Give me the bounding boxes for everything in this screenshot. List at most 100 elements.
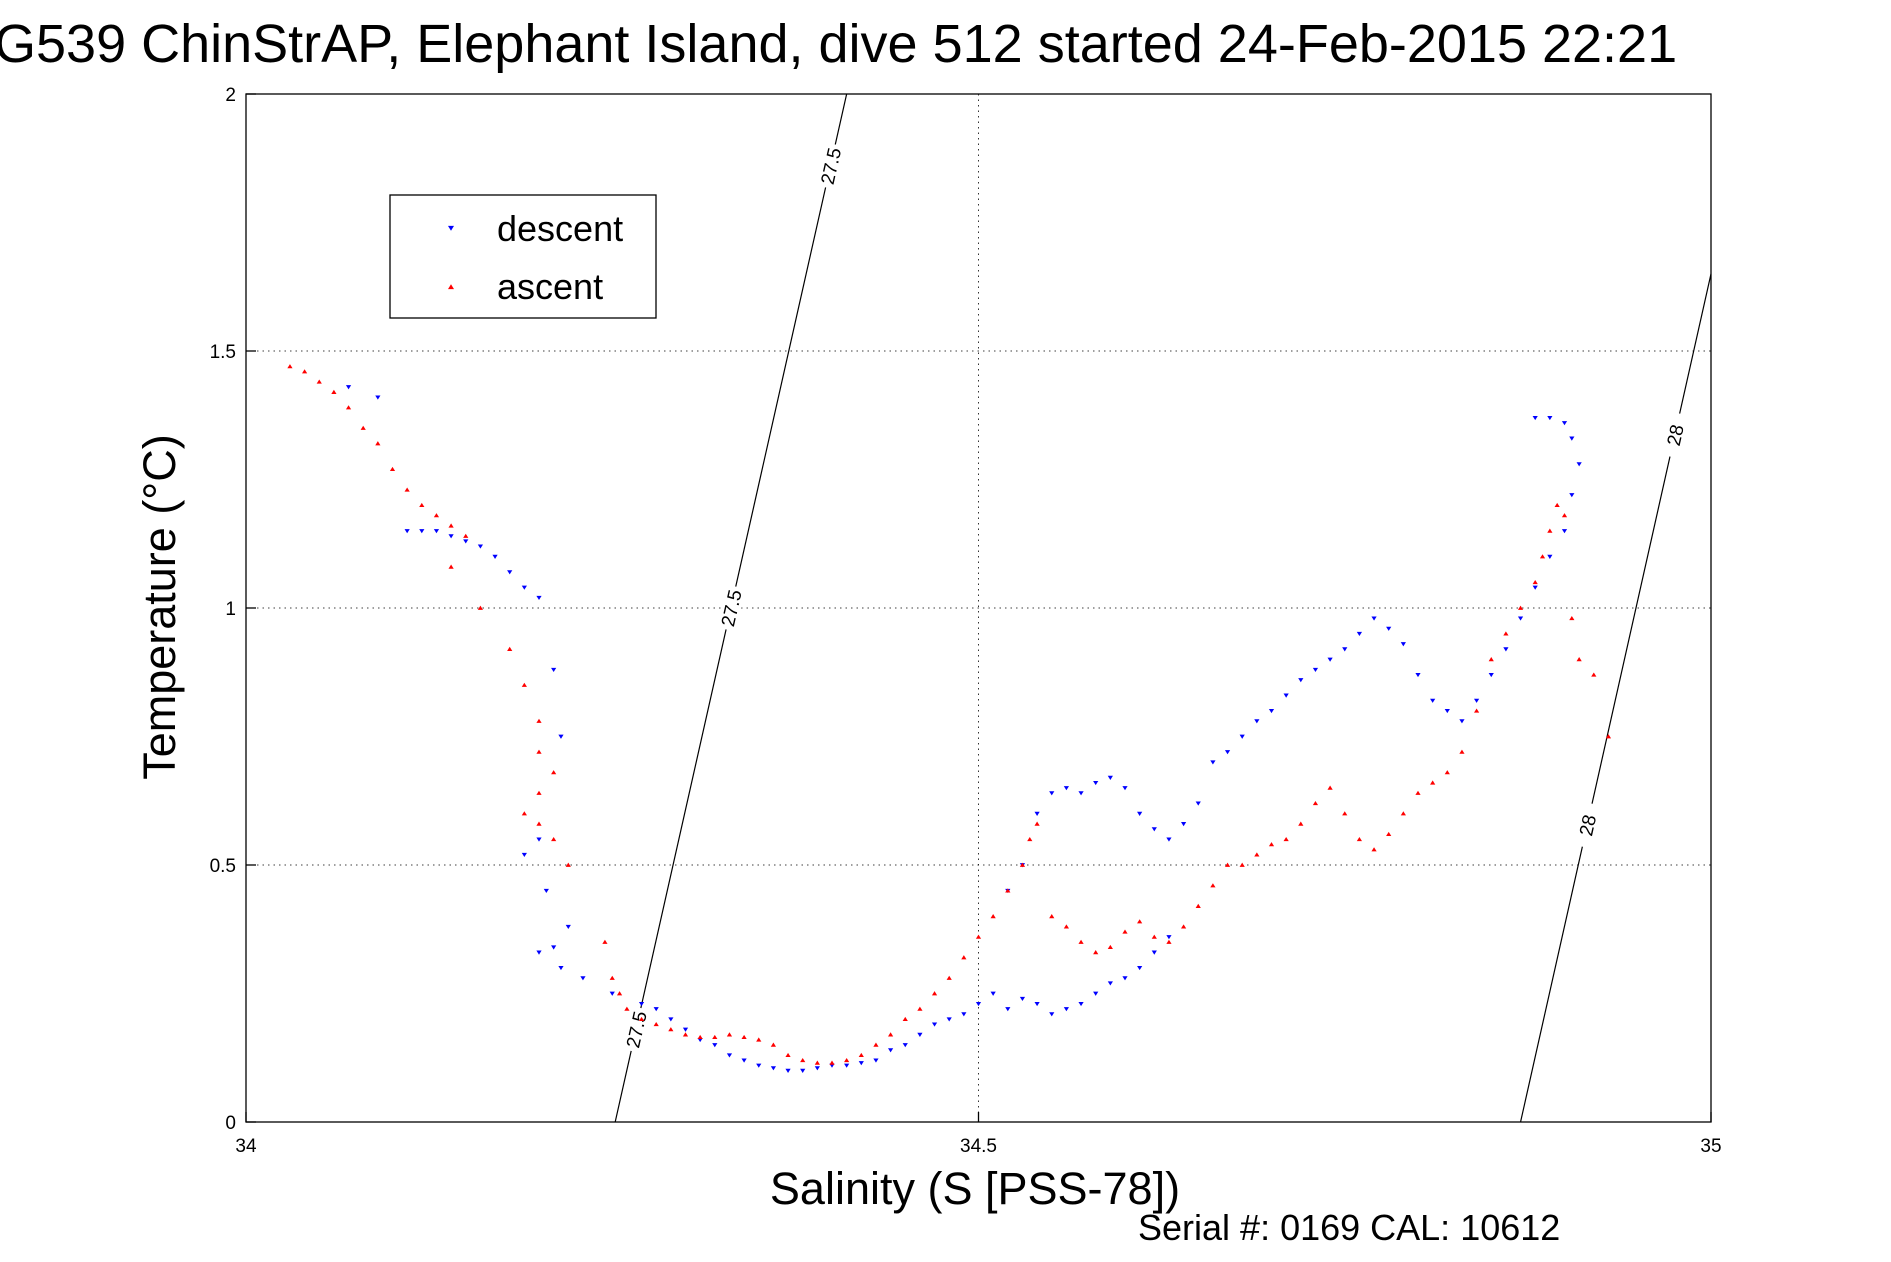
data-point-ascent bbox=[1561, 513, 1568, 518]
data-point-descent bbox=[770, 1066, 776, 1071]
data-point-ascent bbox=[602, 939, 608, 944]
contour-label-28: 28 bbox=[1576, 813, 1601, 838]
data-point-descent bbox=[521, 852, 527, 858]
legend-label-ascent: ascent bbox=[497, 266, 603, 307]
data-point-descent bbox=[814, 1066, 820, 1071]
data-point-descent bbox=[1415, 673, 1421, 678]
data-point-descent bbox=[902, 1043, 908, 1048]
data-point-ascent bbox=[477, 605, 483, 610]
data-point-ascent bbox=[1356, 836, 1362, 842]
data-point-ascent bbox=[1444, 770, 1450, 775]
data-point-descent bbox=[873, 1058, 879, 1063]
data-point-descent bbox=[1166, 837, 1172, 842]
data-point-ascent bbox=[726, 1032, 733, 1037]
data-point-ascent bbox=[1298, 821, 1304, 826]
data-point-descent bbox=[1517, 616, 1524, 621]
series-ascent bbox=[287, 364, 1612, 1065]
data-point-descent bbox=[1093, 780, 1099, 786]
data-point-descent bbox=[726, 1053, 733, 1058]
data-point-descent bbox=[1400, 642, 1406, 647]
data-point-ascent bbox=[536, 821, 542, 826]
data-point-ascent bbox=[1430, 780, 1436, 785]
data-point-ascent bbox=[521, 811, 527, 816]
data-point-descent bbox=[1107, 775, 1113, 780]
contour-label-bg bbox=[1572, 801, 1602, 849]
data-point-descent bbox=[543, 888, 549, 894]
data-point-ascent bbox=[829, 1060, 835, 1065]
data-point-ascent bbox=[1517, 605, 1524, 610]
data-point-ascent bbox=[1474, 708, 1480, 713]
data-point-descent bbox=[1569, 436, 1575, 441]
data-point-ascent bbox=[888, 1032, 894, 1037]
y-axis-label: Temperature (°C) bbox=[134, 434, 185, 780]
data-point-ascent bbox=[551, 836, 557, 842]
data-point-ascent bbox=[609, 975, 615, 980]
data-point-ascent bbox=[302, 369, 308, 374]
data-point-ascent bbox=[404, 487, 410, 492]
data-point-ascent bbox=[507, 646, 513, 651]
data-point-descent bbox=[1356, 631, 1362, 637]
data-point-ascent bbox=[1034, 821, 1040, 826]
density-contours: 27.5 27.5 27.5 28 28 bbox=[614, 93, 1712, 1123]
y-axis-ticks: 0 0.5 1 1.5 2 bbox=[210, 85, 236, 1134]
data-point-ascent bbox=[682, 1032, 689, 1037]
data-point-descent bbox=[1488, 673, 1494, 678]
data-point-descent bbox=[975, 1001, 982, 1007]
data-point-ascent bbox=[800, 1057, 806, 1063]
data-point-ascent bbox=[565, 862, 571, 867]
data-point-ascent bbox=[946, 975, 952, 980]
data-point-ascent bbox=[536, 718, 542, 723]
data-point-ascent bbox=[360, 425, 366, 430]
data-point-descent bbox=[1386, 626, 1392, 631]
data-point-descent bbox=[1137, 965, 1143, 971]
data-point-descent bbox=[682, 1027, 689, 1032]
contour-label-bg bbox=[716, 584, 746, 632]
data-point-descent bbox=[477, 544, 483, 549]
legend-box bbox=[389, 194, 657, 319]
data-point-ascent bbox=[1268, 842, 1275, 847]
data-point-descent bbox=[1576, 462, 1582, 467]
contour-label-bg bbox=[1660, 411, 1690, 459]
data-point-ascent bbox=[1400, 811, 1406, 816]
data-point-descent bbox=[756, 1063, 762, 1068]
data-point-descent bbox=[1063, 786, 1069, 791]
data-point-ascent bbox=[1224, 862, 1231, 867]
data-point-ascent bbox=[1539, 554, 1546, 559]
data-point-ascent bbox=[536, 790, 542, 795]
x-axis-ticks: 34 34.5 35 bbox=[235, 1136, 1721, 1157]
data-point-ascent bbox=[287, 364, 293, 369]
isopycnal-28 bbox=[1519, 273, 1712, 1123]
data-point-descent bbox=[1019, 996, 1026, 1001]
data-point-descent bbox=[1444, 708, 1450, 714]
data-point-ascent bbox=[756, 1037, 762, 1042]
data-point-ascent bbox=[433, 513, 440, 518]
data-point-descent bbox=[1151, 950, 1157, 955]
data-point-ascent bbox=[1459, 749, 1465, 754]
data-point-ascent bbox=[902, 1016, 908, 1022]
data-point-descent bbox=[507, 570, 513, 575]
data-point-ascent bbox=[1283, 836, 1289, 842]
chart-title: G539 ChinStrAP, Elephant Island, dive 51… bbox=[0, 14, 1677, 74]
data-point-descent bbox=[858, 1061, 864, 1066]
data-point-ascent bbox=[1181, 924, 1187, 929]
contour-label-27-5: 27.5 bbox=[818, 146, 847, 187]
data-point-ascent bbox=[448, 523, 454, 528]
data-point-ascent bbox=[1063, 924, 1069, 929]
data-point-descent bbox=[536, 837, 542, 842]
data-point-descent bbox=[1195, 801, 1201, 806]
data-point-ascent bbox=[653, 1022, 659, 1027]
data-point-ascent bbox=[770, 1042, 776, 1047]
contour-label-bg bbox=[815, 142, 846, 190]
data-point-ascent bbox=[463, 533, 469, 538]
data-point-ascent bbox=[1327, 785, 1333, 790]
data-point-descent bbox=[844, 1063, 850, 1068]
data-point-ascent bbox=[917, 1006, 923, 1011]
data-point-descent bbox=[1063, 1007, 1069, 1012]
data-point-descent bbox=[917, 1032, 923, 1037]
data-point-ascent bbox=[1005, 888, 1011, 893]
data-point-descent bbox=[1093, 991, 1099, 996]
data-point-descent bbox=[1561, 529, 1568, 534]
data-point-descent bbox=[1327, 657, 1333, 662]
data-point-ascent bbox=[1239, 862, 1245, 867]
data-point-ascent bbox=[741, 1034, 747, 1040]
